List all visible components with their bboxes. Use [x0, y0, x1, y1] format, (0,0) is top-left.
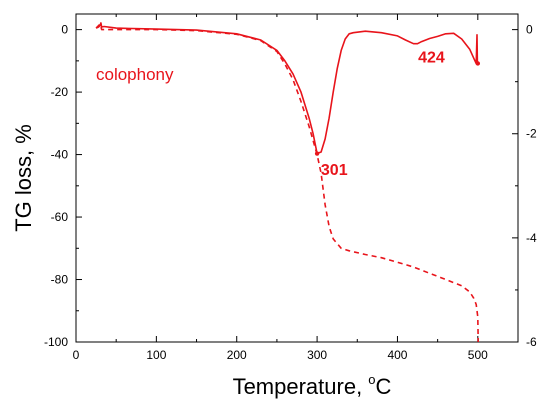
y2-tick-label: -2 [526, 127, 537, 141]
x-tick-label: 500 [468, 348, 488, 362]
peak-marker [314, 151, 320, 156]
y-tick-label: -40 [51, 148, 69, 162]
tg-curve-dashed [95, 23, 479, 343]
y-axis-label: TG loss, % [11, 124, 36, 232]
x-tick-label: 200 [227, 348, 247, 362]
peak-label: 301 [321, 162, 348, 179]
y-tick-label: -100 [44, 335, 68, 349]
y-tick-label: -20 [51, 85, 69, 99]
y-tick-label: 0 [61, 23, 68, 37]
series-layer [95, 22, 481, 343]
y-tick-label: -80 [51, 273, 69, 287]
x-tick-label: 300 [307, 348, 327, 362]
y2-tick-label: -4 [526, 231, 537, 245]
x-axis-label-unit: C [376, 374, 392, 399]
x-axis-label-main: Temperature, [233, 374, 369, 399]
peak-label: 424 [418, 50, 445, 67]
y2-tick-label: -6 [526, 335, 537, 349]
y2-tick-label: 0 [526, 23, 533, 37]
y-tick-label: -60 [51, 210, 69, 224]
x-tick-label: 400 [387, 348, 407, 362]
dtg-curve-solid [95, 22, 479, 155]
label-layer: 301 424 [321, 50, 445, 179]
x-tick-label: 100 [146, 348, 166, 362]
sample-label: colophony [96, 65, 174, 84]
end-marker [475, 61, 481, 66]
plot-frame [75, 13, 519, 343]
x-axis-label-degree: o [368, 372, 375, 387]
axis-ticks: 0 100 200 300 400 500 0 -20 -40 -60 -80 -100 0 -2 -4 -6 [44, 14, 537, 362]
x-tick-label: 0 [73, 348, 80, 362]
x-axis-label: Temperature, oC [233, 372, 392, 399]
